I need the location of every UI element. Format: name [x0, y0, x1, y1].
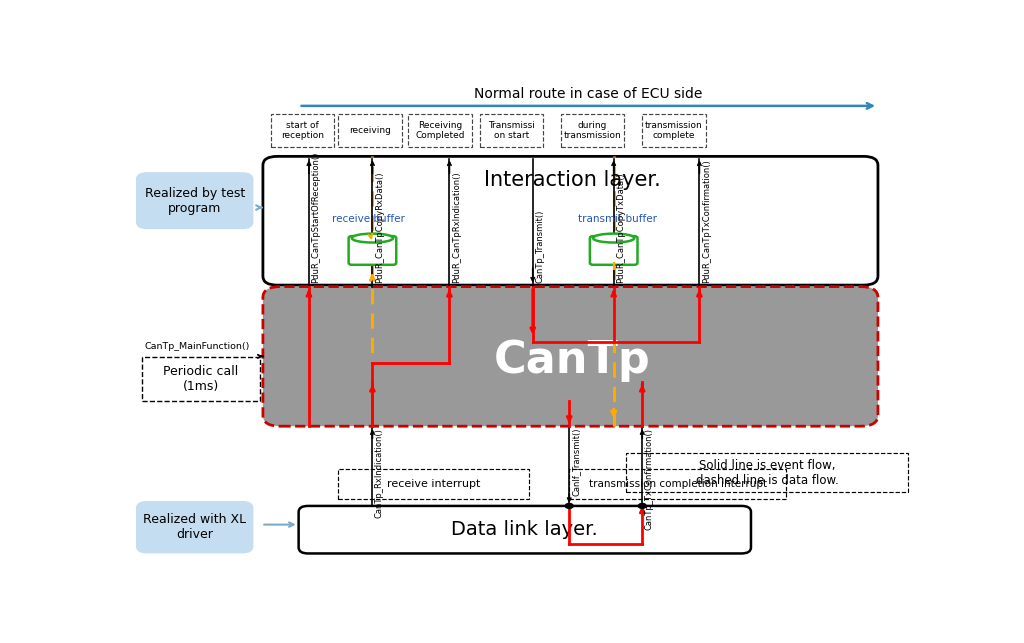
Text: transmit buffer: transmit buffer — [579, 214, 657, 224]
Text: PduR_CanTpTxConfirmation(): PduR_CanTpTxConfirmation() — [701, 159, 711, 283]
Text: PduR_CanTpStartOfReception(): PduR_CanTpStartOfReception() — [311, 151, 321, 283]
Text: Interaction layer.: Interaction layer. — [484, 170, 660, 190]
Text: start of
reception: start of reception — [282, 121, 324, 140]
Text: Periodic call
(1ms): Periodic call (1ms) — [164, 365, 239, 393]
Text: receive buffer: receive buffer — [332, 214, 404, 224]
FancyBboxPatch shape — [263, 156, 878, 285]
Ellipse shape — [352, 233, 393, 242]
Circle shape — [638, 503, 646, 509]
Bar — [409, 114, 472, 147]
Text: Realized with XL
driver: Realized with XL driver — [143, 513, 246, 541]
Text: during
transmission: during transmission — [563, 121, 622, 140]
Ellipse shape — [593, 233, 634, 242]
Text: PduR_CanTpCopyTxData(): PduR_CanTpCopyTxData() — [616, 172, 625, 283]
Bar — [560, 114, 624, 147]
Text: PduR_CanTpCopyRxData(): PduR_CanTpCopyRxData() — [375, 171, 384, 283]
FancyBboxPatch shape — [263, 287, 878, 426]
Text: CanIf_Transmit(): CanIf_Transmit() — [571, 428, 581, 496]
Text: receive interrupt: receive interrupt — [387, 479, 480, 489]
Bar — [569, 469, 785, 499]
Bar — [338, 469, 528, 499]
Text: CanTp: CanTp — [494, 339, 651, 382]
FancyBboxPatch shape — [136, 172, 253, 229]
Text: Normal route in case of ECU side: Normal route in case of ECU side — [474, 87, 702, 101]
Bar — [479, 114, 543, 147]
FancyBboxPatch shape — [136, 501, 253, 554]
FancyBboxPatch shape — [590, 236, 638, 265]
Text: CanTp_MainFunction(): CanTp_MainFunction() — [144, 343, 250, 352]
Text: Receiving
Completed: Receiving Completed — [415, 121, 465, 140]
Text: PduR_CanTpRxIndication(): PduR_CanTpRxIndication() — [452, 171, 461, 283]
Bar — [627, 453, 908, 492]
Text: CanTp_Transmit(): CanTp_Transmit() — [536, 209, 544, 283]
Text: CanTp_TxConfirmation(): CanTp_TxConfirmation() — [645, 428, 653, 530]
Bar — [338, 114, 401, 147]
Text: receiving: receiving — [349, 126, 391, 135]
Bar — [142, 357, 260, 401]
FancyBboxPatch shape — [348, 236, 396, 265]
Text: Solid line is event flow,
dashed line is data flow.: Solid line is event flow, dashed line is… — [696, 458, 839, 487]
Text: transmission completion interrupt: transmission completion interrupt — [589, 479, 767, 489]
Text: Transmissi
on start: Transmissi on start — [487, 121, 535, 140]
Bar — [642, 114, 706, 147]
Text: Data link layer.: Data link layer. — [452, 520, 598, 539]
Bar — [270, 114, 334, 147]
Text: transmission
complete: transmission complete — [645, 121, 702, 140]
FancyBboxPatch shape — [299, 506, 751, 554]
Text: Realized by test
program: Realized by test program — [144, 186, 245, 215]
Text: CanTp_RxIndication(): CanTp_RxIndication() — [375, 428, 384, 518]
Circle shape — [565, 503, 573, 509]
